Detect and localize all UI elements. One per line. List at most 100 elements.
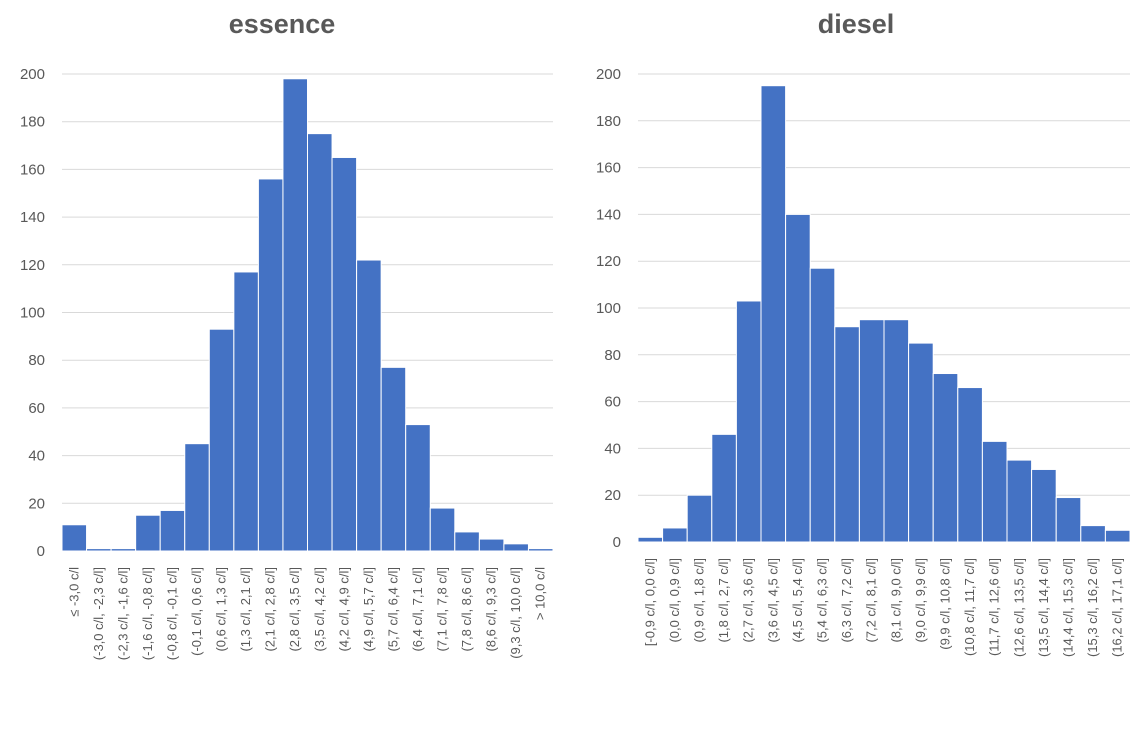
histogram-diesel: diesel 0 20 40 60 80 100 120 140 160 180 200 [-0,9 … (596, 9, 1131, 657)
x-tick-label: (7,8 c/l, 8,6 c/l] (459, 567, 474, 652)
x-tick-label: (5,4 c/l, 6,3 c/l] (815, 558, 830, 643)
y-tick-label: 180 (596, 113, 621, 130)
x-tick-label: (3,5 c/l, 4,2 c/l] (312, 567, 327, 652)
x-tick-label: (7,2 c/l, 8,1 c/l] (864, 558, 879, 643)
bar-essence-20 (527, 548, 554, 552)
x-tick-label: (5,7 c/l, 6,4 c/l] (385, 567, 400, 652)
chart-title-essence: essence (229, 9, 336, 39)
y-tick-label: 0 (37, 543, 45, 560)
bar-diesel-16 (1006, 459, 1033, 543)
y-tick-label: 20 (604, 487, 621, 504)
bar-diesel-11 (883, 319, 910, 543)
x-tick-label: > 10,0 c/l (533, 567, 548, 620)
x-tick-label: (13,5 c/l, 14,4 c/l] (1036, 558, 1051, 657)
bar-diesel-19 (1080, 525, 1106, 543)
x-tick-label: (1,8 c/l, 2,7 c/l] (716, 558, 731, 643)
bar-essence-12 (331, 156, 358, 552)
bar-essence-18 (478, 538, 505, 552)
x-tick-label: (0,9 c/l, 1,8 c/l] (692, 558, 707, 643)
bar-essence-17 (454, 531, 480, 552)
y-tick-label: 180 (20, 114, 45, 131)
x-tick-label: (-3,0 c/l, -2,3 c/l] (91, 567, 106, 660)
bar-essence-15 (405, 424, 431, 552)
y-tick-label: 120 (20, 257, 45, 274)
x-tick-label: (14,4 c/l, 15,3 c/l] (1061, 558, 1076, 657)
y-tick-label: 0 (613, 534, 621, 551)
bar-diesel-12 (908, 342, 934, 543)
x-tick-label: (12,6 c/l, 13,5 c/l] (1011, 558, 1026, 657)
x-tick-label: (9,9 c/l, 10,8 c/l] (938, 558, 953, 650)
bar-diesel-5 (735, 300, 762, 543)
x-tick-label: (8,6 c/l, 9,3 c/l] (484, 567, 499, 652)
x-tick-label: (0,0 c/l, 0,9 c/l] (667, 558, 682, 643)
bar-diesel-13 (932, 373, 959, 543)
x-tick-label: (8,1 c/l, 9,0 c/l] (888, 558, 903, 643)
x-tick-label: (6,4 c/l, 7,1 c/l] (410, 567, 425, 652)
x-tick-label: (11,7 c/l, 12,6 c/l] (987, 558, 1002, 656)
histogram-essence: essence 0 20 40 60 80 100 120 140 160 180 200 ≤ -3,… (20, 9, 554, 660)
y-tick-label: 80 (604, 347, 621, 364)
bar-essence-9 (257, 178, 284, 552)
y-tick-label: 20 (28, 495, 45, 512)
bar-essence-14 (380, 366, 407, 552)
x-tick-label: (7,1 c/l, 7,8 c/l] (435, 567, 450, 652)
x-tick-label: (3,6 c/l, 4,5 c/l] (765, 558, 780, 643)
bar-essence-6 (184, 443, 210, 552)
bar-essence-8 (233, 271, 259, 552)
bar-diesel-6 (760, 85, 787, 543)
y-tick-label: 80 (28, 352, 45, 369)
y-tick-label: 60 (28, 400, 45, 417)
bar-diesel-10 (858, 319, 885, 543)
y-tick-label: 140 (596, 206, 621, 223)
y-tick-label: 140 (20, 209, 45, 226)
bar-diesel-17 (1031, 468, 1057, 543)
bar-essence-2 (86, 548, 112, 552)
y-tick-label: 120 (596, 253, 621, 270)
x-tick-label: (4,9 c/l, 5,7 c/l] (361, 567, 376, 652)
bar-diesel-20 (1104, 529, 1131, 543)
bar-diesel-1 (637, 536, 664, 543)
x-tick-label: (2,7 c/l, 3,6 c/l] (741, 558, 756, 643)
bar-diesel-18 (1055, 497, 1082, 543)
bar-essence-16 (429, 507, 456, 552)
y-tick-label: 160 (596, 160, 621, 177)
y-tick-label: 100 (596, 300, 621, 317)
y-tick-label: 200 (596, 66, 621, 83)
bar-essence-10 (282, 78, 309, 552)
x-tick-label: (15,3 c/l, 16,2 c/l] (1085, 558, 1100, 657)
y-tick-label: 200 (20, 66, 45, 83)
bar-essence-13 (356, 259, 382, 552)
bar-diesel-4 (711, 433, 737, 543)
bar-essence-7 (208, 328, 235, 552)
bar-diesel-15 (981, 440, 1008, 543)
x-tick-label: (0,6 c/l, 1,3 c/l] (214, 567, 229, 652)
x-tick-label: (2,8 c/l, 3,5 c/l] (287, 567, 302, 652)
y-tick-label: 40 (28, 448, 45, 465)
chart-title-diesel: diesel (818, 9, 895, 39)
x-tick-label: (6,3 c/l, 7,2 c/l] (839, 558, 854, 643)
x-tick-label: (16,2 c/l, 17,1 c/l] (1110, 558, 1125, 657)
x-tick-label: (-0,1 c/l, 0,6 c/l] (189, 567, 204, 656)
x-tick-label: (-2,3 c/l, -1,6 c/l] (115, 567, 130, 660)
bar-diesel-7 (785, 213, 811, 543)
x-tick-label: (9,0 c/l, 9,9 c/l] (913, 558, 928, 643)
bar-diesel-2 (662, 527, 688, 543)
bar-essence-19 (503, 543, 529, 552)
bar-diesel-3 (686, 494, 713, 543)
x-tick-label: (4,5 c/l, 5,4 c/l] (790, 558, 805, 643)
x-tick-label: (-1,6 c/l, -0,8 c/l] (140, 567, 155, 660)
x-tick-label: (-0,8 c/l, -0,1 c/l] (164, 567, 179, 660)
bar-diesel-14 (957, 387, 983, 543)
bar-essence-11 (307, 133, 333, 552)
bar-essence-3 (110, 548, 137, 552)
y-tick-label: 40 (604, 440, 621, 457)
bar-essence-4 (135, 514, 161, 552)
y-tick-label: 160 (20, 161, 45, 178)
y-tick-label: 100 (20, 305, 45, 322)
x-tick-label: [-0,9 c/l, 0,0 c/l] (642, 558, 657, 646)
bar-diesel-9 (834, 326, 860, 543)
x-tick-label: (9,3 c/l, 10,0 c/l] (508, 567, 523, 659)
x-tick-label: (2,1 c/l, 2,8 c/l] (263, 567, 278, 652)
bar-diesel-8 (809, 267, 836, 543)
